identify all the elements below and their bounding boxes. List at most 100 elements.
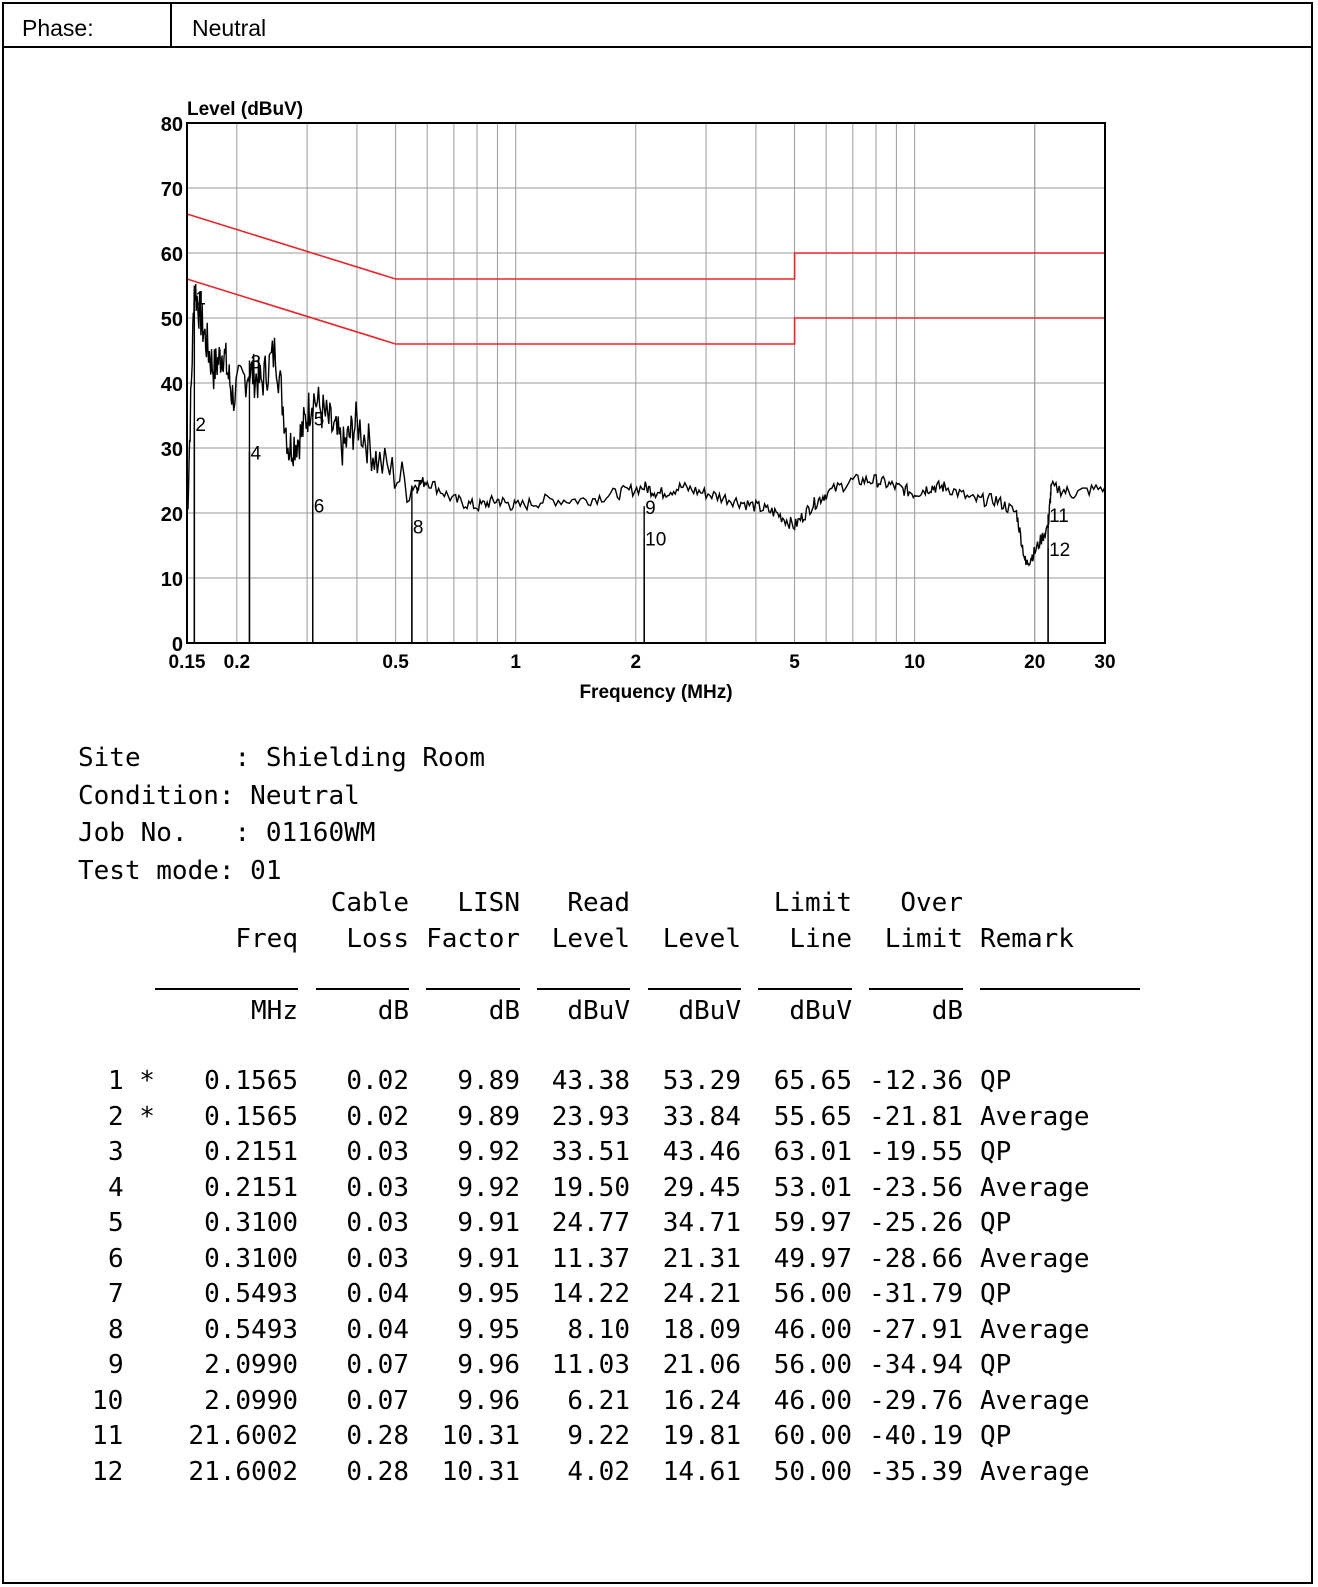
table-cell: 18.09: [662, 1314, 741, 1345]
table-cell: 9.96: [457, 1385, 520, 1416]
marker-label-4: 4: [250, 444, 261, 465]
table-cell: -40.19: [869, 1421, 963, 1451]
table-cell: 34.71: [662, 1208, 741, 1238]
table-cell: 50.00: [773, 1456, 852, 1487]
x-tick-label: 0.5: [382, 652, 409, 673]
table-cell: 21.06: [662, 1350, 741, 1380]
table-cell: 24.77: [551, 1208, 630, 1238]
table-cell-remark: Average: [980, 1314, 1090, 1345]
table-cell: 9.95: [457, 1314, 520, 1345]
table-cell: -29.76: [869, 1385, 963, 1416]
table-row-index: 8: [108, 1314, 124, 1345]
table-cell-remark: QP: [980, 1208, 1012, 1238]
y-tick-label: 60: [161, 244, 183, 266]
header1-col-6: Limit: [773, 888, 852, 918]
table-cell: 11.37: [551, 1243, 630, 1274]
table-cell: 9.22: [567, 1421, 630, 1451]
table-cell: -19.55: [869, 1137, 963, 1167]
header2-remark: Remark: [980, 924, 1074, 954]
header-underline: [648, 988, 741, 990]
table-cell: 60.00: [773, 1421, 852, 1451]
table-cell: 43.38: [551, 1066, 630, 1096]
table-cell: 0.1565: [204, 1101, 298, 1132]
units-col-2: dB: [377, 996, 409, 1026]
table-cell: -31.79: [869, 1279, 963, 1309]
table-cell: 0.02: [346, 1101, 409, 1132]
table-row-index: 6: [108, 1243, 124, 1274]
table-cell-remark: QP: [980, 1421, 1012, 1451]
table-row-index: 4: [108, 1172, 124, 1203]
table-cell: 16.24: [662, 1385, 741, 1416]
table-row-index: 9: [108, 1350, 124, 1380]
header1-col-3: LISN: [457, 888, 520, 918]
table-cell: 8.10: [567, 1314, 630, 1345]
table-cell: 9.91: [457, 1208, 520, 1238]
table-cell: 23.93: [551, 1101, 630, 1132]
table-cell: 55.65: [773, 1101, 852, 1132]
table-cell: 0.03: [346, 1208, 409, 1238]
x-tick-label: 20: [1024, 652, 1045, 673]
table-cell: 0.5493: [204, 1279, 298, 1309]
table-cell: 21.31: [662, 1243, 741, 1274]
header2-col-5: Level: [662, 924, 741, 954]
header-underline: [758, 988, 852, 990]
table-cell: -27.91: [869, 1314, 963, 1345]
series-line-2: [186, 278, 1105, 345]
table-row-index: 2 *: [108, 1101, 155, 1132]
table-cell: 0.28: [346, 1421, 409, 1451]
table-cell: 0.1565: [204, 1066, 298, 1096]
marker-label-8: 8: [413, 517, 424, 538]
table-cell: 0.2151: [204, 1137, 298, 1167]
table-cell: 49.97: [773, 1243, 852, 1274]
header2-col-6: Line: [789, 924, 852, 954]
table-cell: 53.29: [662, 1066, 741, 1096]
header-underline: [869, 988, 963, 990]
y-tick-label: 30: [161, 439, 183, 461]
y-tick-label: 40: [161, 374, 183, 396]
y-tick-label: 10: [161, 569, 183, 591]
marker-label-10: 10: [645, 529, 666, 550]
table-cell-remark: QP: [980, 1279, 1012, 1309]
header-underline: [980, 988, 1140, 990]
table-cell: 10.31: [441, 1421, 520, 1451]
table-cell: 46.00: [773, 1385, 852, 1416]
marker-label-11: 11: [1049, 506, 1069, 527]
table-cell: -35.39: [869, 1456, 963, 1487]
table-cell: 0.03: [346, 1137, 409, 1167]
header2-col-2: Loss: [346, 924, 409, 954]
header-underline: [316, 988, 409, 990]
header1-col-4: Read: [567, 888, 630, 918]
table-cell: 19.81: [662, 1421, 741, 1451]
marker-label-2: 2: [195, 415, 206, 436]
table-cell: 2.0990: [204, 1385, 298, 1416]
table-cell: -28.66: [869, 1243, 963, 1274]
job-line: Job No. : 01160WM: [78, 818, 376, 848]
table-cell-remark: Average: [980, 1456, 1090, 1487]
table-cell: 14.22: [551, 1279, 630, 1309]
table-cell: 9.92: [457, 1137, 520, 1167]
marker-label-7: 7: [413, 478, 424, 499]
table-cell: 19.50: [551, 1172, 630, 1203]
table-cell-remark: QP: [980, 1137, 1012, 1167]
units-col-6: dBuV: [789, 996, 852, 1026]
header-underline: [537, 988, 630, 990]
chart-series: [186, 213, 1106, 567]
table-cell: -25.26: [869, 1208, 963, 1238]
table-cell: 0.03: [346, 1243, 409, 1274]
units-col-3: dB: [488, 996, 520, 1026]
table-cell-remark: Average: [980, 1101, 1090, 1132]
table-cell: 10.31: [441, 1456, 520, 1487]
marker-label-12: 12: [1049, 540, 1070, 561]
units-col-5: dBuV: [678, 996, 741, 1026]
header2-col-7: Limit: [884, 924, 963, 954]
table-cell: 0.03: [346, 1172, 409, 1203]
table-cell: 9.91: [457, 1243, 520, 1274]
table-cell: 2.0990: [204, 1350, 298, 1380]
series-line-1: [186, 213, 1105, 280]
table-cell: 6.21: [567, 1385, 630, 1416]
table-cell: 21.6002: [188, 1456, 298, 1487]
header1-col-2: Cable: [330, 888, 409, 918]
